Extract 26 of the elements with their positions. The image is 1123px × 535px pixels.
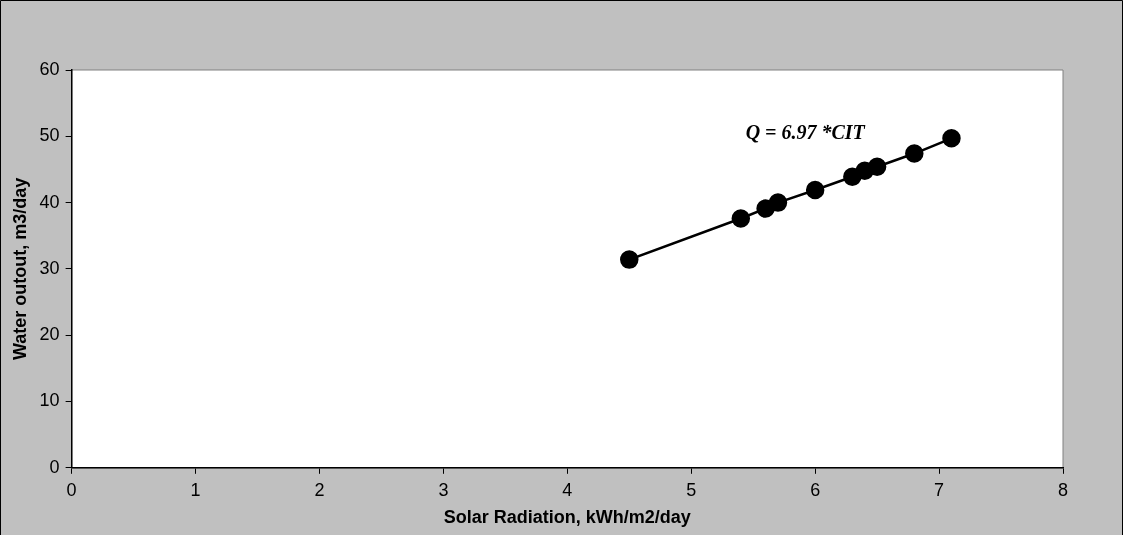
point <box>867 157 887 177</box>
y-tick-label: 50 <box>39 125 60 146</box>
annotation: Q = 6.97 *CIT <box>745 120 866 143</box>
x-tick-label: 5 <box>686 479 697 500</box>
x-tick-label: 0 <box>66 479 77 500</box>
point <box>905 144 924 163</box>
x-tick-label: 8 <box>1057 479 1069 500</box>
x-tick-label: 7 <box>934 479 945 500</box>
x-tick-label: 2 <box>314 479 325 500</box>
point <box>805 180 825 200</box>
y-tick-label: 0 <box>49 456 60 477</box>
x-tick-label: 1 <box>190 479 201 500</box>
point <box>768 193 788 212</box>
y-tick-label: 10 <box>39 390 60 411</box>
point <box>942 129 961 148</box>
y-tick-label: 30 <box>39 257 60 278</box>
x-tick-label: 6 <box>810 479 821 500</box>
x-tick-label: 4 <box>562 479 573 500</box>
y-tick-label: 40 <box>39 191 60 212</box>
x-axis-title: Solar Radiation, kWh/m2/day <box>443 507 691 528</box>
x-tick-label: 3 <box>438 479 449 500</box>
y-tick-label: 20 <box>39 324 60 345</box>
y-tick-label: 60 <box>39 58 60 79</box>
point <box>620 250 639 269</box>
y-axis-title: Water outout, m3/day <box>9 177 30 361</box>
point <box>731 209 751 228</box>
